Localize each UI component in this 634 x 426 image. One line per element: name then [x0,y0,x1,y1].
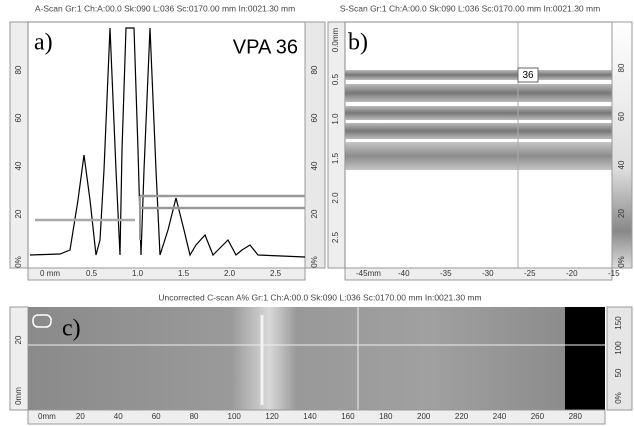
ruler [9,21,29,269]
tick-label: 160 [341,412,355,421]
band [345,123,612,139]
c-scan-header: Uncorrected C-scan A% Gr:1 Ch:A:00.0 Sk:… [158,292,481,302]
tick-label: 0 mm [40,269,60,278]
tick-label: 0% [614,392,623,404]
ruler [27,267,306,281]
tick-label: 260 [531,412,545,421]
tick-label: 2.0 [224,269,236,278]
tick-label: 20 [617,209,626,218]
tick-label: -20 [566,269,578,278]
tick-label: 40 [14,161,23,170]
tick-label: 20 [14,335,23,344]
tick-label: 0mm [38,412,56,421]
tick-label: 240 [493,412,507,421]
tick-label: 100 [228,412,242,421]
tick-label: -25 [524,269,536,278]
tick-label: 80 [310,65,319,74]
tick-label: 40 [617,160,626,169]
panel-label: a) [34,30,53,56]
tick-label: 20 [14,209,23,218]
tick-label: 2.0 [331,192,340,204]
tick-label: 20 [76,412,85,421]
tick-label: 20 [310,209,319,218]
tick-label: 40 [310,161,319,170]
tick-label: 0.5 [331,73,340,85]
ruler [327,21,346,269]
band [345,142,612,170]
tick-label: 60 [14,113,23,122]
panel-label: b) [348,30,368,56]
ruler [344,267,613,281]
band [345,70,612,80]
tick-label: 1.5 [331,152,340,164]
tick-label: 0% [14,256,23,268]
panel-label: c) [62,316,81,342]
tick-label: 180 [379,412,393,421]
tick-label: 60 [152,412,161,421]
a-scan-header: A-Scan Gr:1 Ch:A:00.0 Sk:090 L:036 Sc:01… [35,3,295,13]
tick-label: 1.0 [331,113,340,125]
ruler [27,409,606,425]
tick-label: -40 [398,269,410,278]
tick-label: 100 [614,341,623,355]
tick-label: 150 [614,316,623,330]
tick-label: 0% [310,256,319,268]
band [345,84,612,102]
cursor-label: 36 [522,70,534,81]
cursor-box [517,67,539,83]
tick-label: 80 [617,63,626,72]
panel-title: VPA 36 [233,36,298,58]
tick-label: 280 [569,412,583,421]
c-scan-plot [28,307,565,410]
tick-label: 120 [265,412,279,421]
tick-label: -35 [440,269,452,278]
tick-label: -30 [482,269,494,278]
tick-label: 50 [614,368,623,377]
a-scan-plot [27,21,306,269]
tick-label: 80 [14,65,23,74]
band [345,106,612,120]
waveform [29,27,306,258]
tick-label: -15 [608,269,620,278]
tick-label: 140 [303,412,317,421]
tick-label: 40 [114,412,123,421]
tick-label: 80 [190,412,199,421]
ruler [304,21,326,269]
color-bar [611,21,633,269]
tick-label: 2.5 [270,269,282,278]
tick-label: 0.0mm [331,27,340,52]
icon [32,314,52,328]
tick-label: 60 [310,113,319,122]
tick-label: 200 [417,412,431,421]
tick-label: 0% [617,256,626,268]
tick-label: 0.5 [86,269,98,278]
c-scan-dark [565,307,605,410]
tick-label: 1.5 [178,269,190,278]
tick-label: 0mm [14,387,23,405]
tick-label: 2.5 [331,231,340,243]
color-bar [606,306,633,411]
tick-label: 60 [617,112,626,121]
tick-label: -45mm [356,269,381,278]
tick-label: 1.0 [132,269,144,278]
s-scan-header: S-Scan Gr:1 Ch:A:00.0 Sk:090 L:036 Sc:01… [340,3,600,13]
tick-label: 220 [455,412,469,421]
